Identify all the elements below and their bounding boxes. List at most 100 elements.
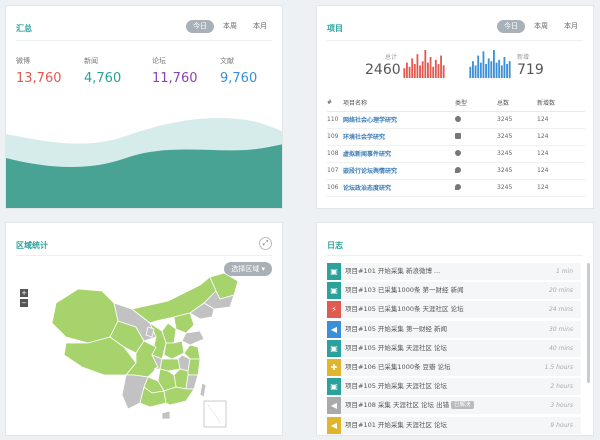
- log-message: 项目#105 开始采集 第一财经 新闻: [345, 324, 448, 333]
- projects-table: # 项目名称 类型 总数 新增数 110 网络社会心理学研究 3245 124 …: [327, 95, 585, 197]
- log-time: 20 mins: [549, 287, 573, 295]
- total-spark-bar: [419, 65, 421, 78]
- list-item[interactable]: ▣ 项目#103 已采集1000条 第一财经 新闻 20 mins: [327, 282, 581, 300]
- log-time: 9 hours: [550, 421, 573, 429]
- new-label: 新增: [517, 54, 530, 61]
- summary-tab-month[interactable]: 本月: [253, 22, 267, 30]
- total-spark-bar: [403, 68, 406, 78]
- row-name-link[interactable]: 论坛政治态度研究: [343, 179, 455, 197]
- region-liaoning: [189, 302, 215, 320]
- summary-tab-week[interactable]: 本周: [223, 22, 237, 30]
- row-new: 124: [537, 145, 585, 163]
- total-spark-bar: [413, 64, 416, 78]
- list-item[interactable]: ◀ 项目#105 开始采集 第一财经 新闻 30 mins: [327, 320, 581, 338]
- list-item[interactable]: ◀ 项目#108 采集 天涯社区 论坛 出错 已解决 3 hours: [327, 397, 581, 415]
- stat-weibo-value: 13,760: [16, 71, 62, 86]
- table-row[interactable]: 108 虚拟新闻事件研究 3245 124: [327, 145, 585, 163]
- total-spark-bar: [427, 62, 429, 78]
- row-total: 3245: [497, 145, 537, 163]
- projects-tab-month[interactable]: 本月: [564, 22, 578, 30]
- total-spark-bar: [434, 59, 437, 78]
- square-icon: [455, 132, 461, 139]
- row-name-link[interactable]: 嵌段行论坛舆情研究: [343, 162, 455, 180]
- projects-panel: 项目 今日 本周 本月 总计 2460 新增 719 # 项目名称 类型 总数 …: [316, 5, 594, 209]
- log-scrollbar[interactable]: [587, 263, 590, 383]
- stat-weibo-label: 微博: [16, 57, 30, 65]
- row-name-link[interactable]: 环境社会学研究: [343, 128, 455, 146]
- stat-literature: 文献 9,760: [220, 56, 257, 86]
- chat-icon: [455, 183, 461, 190]
- col-total: 总数: [497, 95, 537, 112]
- zoom-in-button[interactable]: +: [20, 289, 28, 297]
- zoom-out-button[interactable]: −: [20, 299, 28, 307]
- table-row[interactable]: 109 环境社会学研究 3245 124: [327, 128, 585, 146]
- log-message: 项目#105 开始采集 天涯社区 论坛: [345, 382, 448, 391]
- new-spark-bar: [479, 62, 482, 78]
- row-total: 3245: [497, 179, 537, 197]
- log-panel: 日志 ▣ 项目#101 开始采集 新浪微博 ... 1 min ▣ 项目#103 已采集…: [316, 222, 594, 436]
- new-spark-bar: [487, 58, 490, 78]
- stat-forum: 论坛 11,760: [152, 56, 198, 86]
- new-spark-bar: [482, 51, 485, 78]
- log-time: 1 min: [555, 268, 573, 275]
- total-spark-bar: [440, 55, 442, 78]
- row-total: 3245: [497, 162, 537, 180]
- region-hainan: [161, 410, 171, 420]
- projects-title: 项目: [327, 24, 343, 33]
- row-id: 110: [327, 111, 343, 129]
- region-guangdong: [163, 386, 195, 406]
- row-id: 107: [327, 162, 343, 180]
- south-sea-line: [207, 404, 221, 424]
- table-row[interactable]: 107 嵌段行论坛舆情研究 3245 124: [327, 162, 585, 180]
- total-spark-bar: [432, 66, 435, 78]
- row-total: 3245: [497, 128, 537, 146]
- row-total: 3245: [497, 111, 537, 129]
- new-spark-bar: [506, 64, 508, 78]
- list-item[interactable]: ▣ 项目#105 开始采集 天涯社区 论坛 2 hours: [327, 378, 581, 396]
- new-spark-bar: [500, 65, 503, 78]
- row-id: 108: [327, 145, 343, 163]
- list-item[interactable]: ▣ 项目#101 开始采集 新浪微博 ... 1 min: [327, 263, 581, 280]
- log-text: 项目#105 开始采集 第一财经 新闻: [345, 321, 447, 338]
- summary-tab-today[interactable]: 今日: [186, 20, 214, 33]
- region-shandong: [181, 330, 205, 346]
- new-sparkbars: [469, 50, 511, 78]
- table-row[interactable]: 106 论坛政治态度研究 3245 124: [327, 179, 585, 197]
- region-panel: 区域统计 ⤢ 选择区域 ▾ + −: [5, 222, 283, 436]
- region-zhejiang: [187, 358, 201, 376]
- row-name-link[interactable]: 虚拟新闻事件研究: [343, 145, 455, 163]
- list-item[interactable]: ✚ 项目#106 已采集1000条 豆瓣 论坛 1.5 hours: [327, 358, 581, 376]
- expand-icon[interactable]: ⤢: [259, 237, 272, 250]
- new-spark-bar: [508, 61, 511, 78]
- row-new: 124: [537, 128, 585, 146]
- region-title: 区域统计: [16, 241, 48, 250]
- table-row[interactable]: 110 网络社会心理学研究 3245 124: [327, 111, 585, 129]
- log-message: 项目#101 开始采集 天涯社区 论坛: [345, 420, 448, 429]
- globe-icon: [455, 149, 461, 156]
- projects-tab-today[interactable]: 今日: [497, 20, 525, 33]
- new-spark-bar: [474, 65, 477, 78]
- region-hubei: [159, 358, 181, 372]
- select-region-button[interactable]: 选择区域 ▾: [224, 262, 272, 276]
- chat-icon: [455, 166, 461, 173]
- log-time: 30 mins: [549, 325, 573, 333]
- stat-forum-value: 11,760: [152, 71, 198, 86]
- total-spark-bar: [442, 65, 445, 78]
- list-item[interactable]: ⚡ 项目#105 已采集1000条 天涯社区 论坛 24 mins: [327, 301, 581, 319]
- summary-tabs: 今日 本周 本月: [186, 20, 274, 33]
- new-spark-bar: [495, 62, 498, 78]
- list-item[interactable]: ▣ 项目#105 开始采集 天涯社区 论坛 40 mins: [327, 339, 581, 357]
- log-message: 项目#105 开始采集 天涯社区 论坛: [345, 343, 448, 352]
- total-spark-bar: [437, 64, 440, 78]
- total-spark-bar: [406, 62, 408, 78]
- log-list[interactable]: ▣ 项目#101 开始采集 新浪微博 ... 1 min ▣ 项目#103 已采集100…: [327, 263, 581, 435]
- row-id: 109: [327, 128, 343, 146]
- projects-tab-week[interactable]: 本周: [534, 22, 548, 30]
- total-label: 总计: [385, 54, 398, 61]
- list-item[interactable]: ◀ 项目#101 开始采集 天涯社区 论坛 9 hours: [327, 416, 581, 434]
- region-divider: [16, 255, 272, 256]
- china-map[interactable]: [44, 271, 244, 431]
- row-name-link[interactable]: 网络社会心理学研究: [343, 111, 455, 129]
- stat-literature-label: 文献: [220, 57, 234, 65]
- plus-icon: ✚: [327, 358, 341, 376]
